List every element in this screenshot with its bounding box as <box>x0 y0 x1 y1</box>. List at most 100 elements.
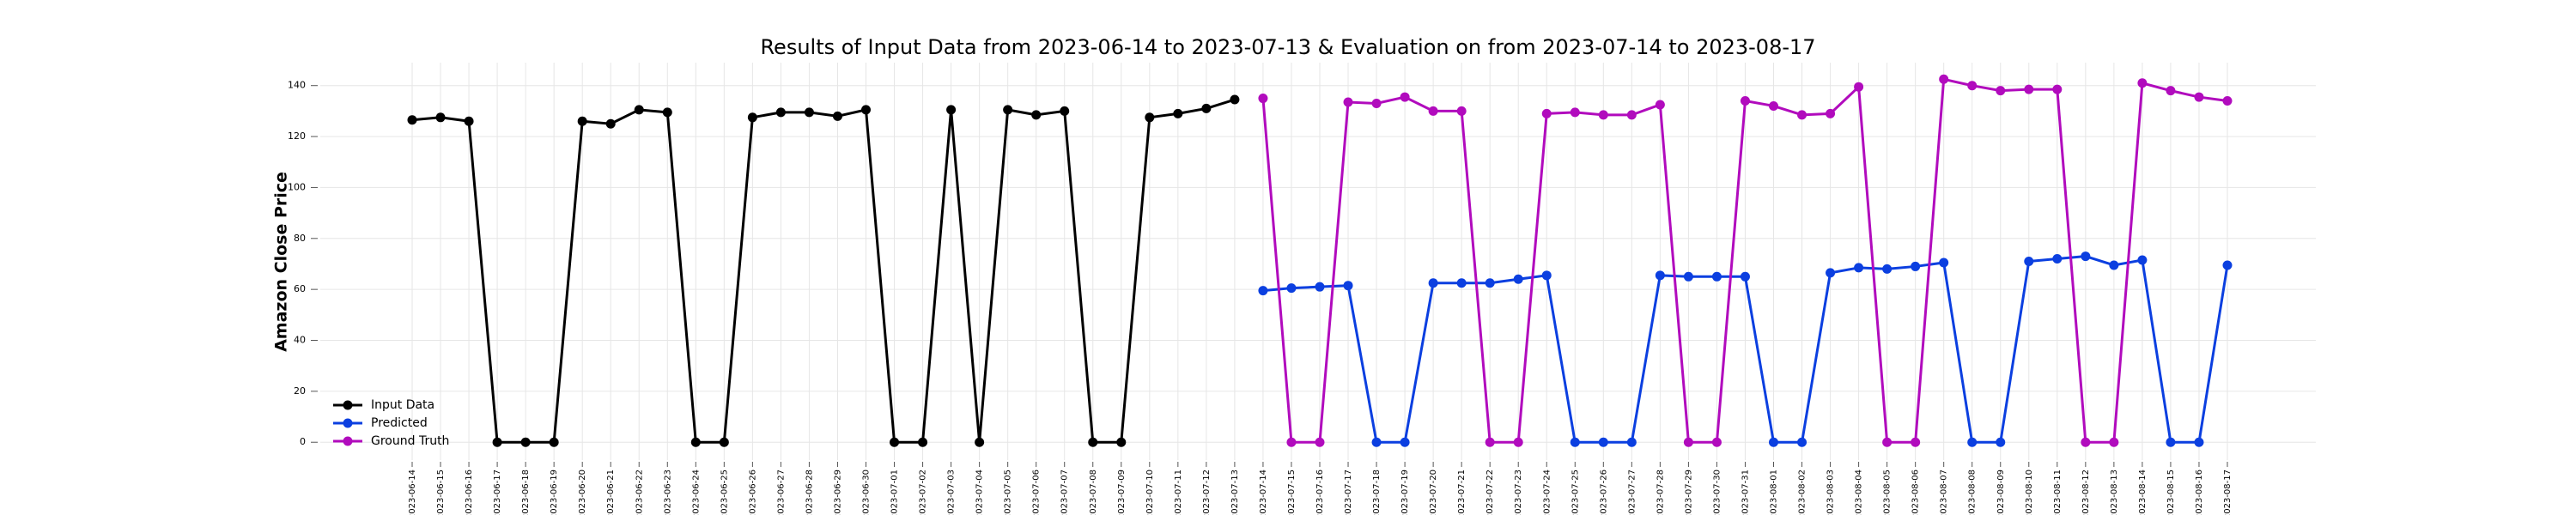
x-tick-label: 2023-07-02 <box>919 470 928 515</box>
data-point <box>975 437 985 447</box>
x-tick-label: 2023-06-14 <box>408 470 417 515</box>
x-tick-label: 2023-07-05 <box>1004 470 1013 515</box>
x-tick-label: 2023-06-25 <box>720 470 729 515</box>
data-point <box>2137 255 2148 265</box>
x-tick-label: 2023-07-12 <box>1202 470 1212 515</box>
data-point <box>1854 82 1864 92</box>
x-tick-label: 2023-06-15 <box>436 470 446 515</box>
data-point <box>1683 271 1693 282</box>
legend-label: Ground Truth <box>371 434 449 448</box>
data-point <box>946 105 957 115</box>
data-point <box>1967 81 1978 91</box>
y-tick-label: 40 <box>294 335 306 346</box>
data-point <box>1740 96 1750 106</box>
x-tick-label: 2023-06-17 <box>493 470 502 515</box>
x-tick-label: 2023-08-02 <box>1798 470 1807 515</box>
data-point <box>1371 437 1382 447</box>
data-point <box>520 437 531 447</box>
data-point <box>1967 437 1978 447</box>
series-line <box>411 98 1236 444</box>
x-tick-label: 2023-08-09 <box>1996 470 2006 515</box>
x-tick-label: 2023-07-29 <box>1684 470 1693 515</box>
data-point <box>1116 437 1127 447</box>
legend-marker <box>343 436 353 446</box>
data-point <box>1655 100 1665 110</box>
data-point <box>2109 437 2119 447</box>
x-tick-label: 2023-08-01 <box>1770 470 1779 515</box>
data-point <box>1882 264 1893 274</box>
data-point <box>2052 84 2063 94</box>
data-point <box>861 105 871 115</box>
data-point <box>832 111 842 121</box>
data-point <box>1711 271 1722 282</box>
x-tick-label: 2023-07-23 <box>1514 470 1523 515</box>
y-tick-label: 80 <box>294 233 306 244</box>
data-point <box>1882 437 1893 447</box>
x-tick-label: 2023-07-31 <box>1741 470 1750 515</box>
x-tick-label: 2023-06-24 <box>691 470 701 515</box>
data-point <box>2052 254 2063 264</box>
x-tick-label: 2023-07-13 <box>1230 470 1240 515</box>
data-point <box>1088 437 1098 447</box>
x-tick-label: 2023-08-06 <box>1911 470 1921 515</box>
data-point <box>1826 268 1836 278</box>
data-point <box>1456 278 1467 288</box>
x-tick-label: 2023-07-22 <box>1485 470 1495 515</box>
y-axis-label: Amazon Close Price <box>272 172 291 352</box>
legend-label: Input Data <box>371 398 434 412</box>
data-point <box>634 105 644 115</box>
data-point <box>1258 94 1268 104</box>
data-point <box>1598 437 1608 447</box>
data-point <box>2109 260 2119 270</box>
x-tick-label: 2023-08-10 <box>2025 470 2034 515</box>
data-point <box>1003 105 1013 115</box>
y-tick-label: 100 <box>288 181 306 192</box>
x-tick-label: 2023-06-26 <box>748 470 757 515</box>
x-tick-label: 2023-07-28 <box>1656 470 1665 515</box>
x-tick-label: 2023-06-20 <box>578 470 587 515</box>
x-tick-label: 2023-07-26 <box>1599 470 1608 515</box>
data-point <box>1541 108 1552 118</box>
data-point <box>1711 437 1722 447</box>
x-tick-label: 2023-08-05 <box>1883 470 1893 515</box>
data-point <box>1258 286 1268 296</box>
x-tick-label: 2023-06-21 <box>606 470 616 515</box>
data-point <box>2081 437 2091 447</box>
x-tick-label: 2023-07-17 <box>1344 470 1353 515</box>
x-tick-label: 2023-08-07 <box>1940 470 1949 515</box>
data-point <box>1797 110 1807 120</box>
x-tick-label: 2023-07-25 <box>1571 470 1580 515</box>
data-point <box>1456 106 1467 116</box>
x-tick-label: 2023-08-17 <box>2223 470 2233 515</box>
x-tick-label: 2023-07-19 <box>1400 470 1410 515</box>
x-tick-label: 2023-08-12 <box>2081 470 2091 515</box>
data-point <box>1598 110 1608 120</box>
data-point <box>1201 103 1212 113</box>
x-tick-label: 2023-06-23 <box>663 470 672 515</box>
data-point <box>1286 283 1297 294</box>
x-tick-label: 2023-06-30 <box>862 470 872 515</box>
data-point <box>2222 260 2233 270</box>
y-tick-label: 20 <box>294 385 306 397</box>
data-point <box>2222 96 2233 106</box>
data-point <box>1315 437 1325 447</box>
data-point <box>1343 281 1353 291</box>
x-tick-label: 2023-06-16 <box>465 470 474 515</box>
data-point <box>1939 74 1949 84</box>
x-tick-label: 2023-07-01 <box>890 470 900 515</box>
x-tick-label: 2023-08-04 <box>1855 470 1864 515</box>
data-point <box>1031 110 1042 120</box>
data-point <box>747 112 757 123</box>
data-point <box>1145 112 1155 123</box>
data-point <box>1060 106 1070 116</box>
data-point <box>2024 257 2034 266</box>
y-tick-label: 120 <box>288 130 306 142</box>
x-tick-label: 2023-06-28 <box>805 470 814 515</box>
y-tick-label: 0 <box>300 436 306 447</box>
data-point <box>1626 437 1637 447</box>
data-point <box>2166 86 2176 96</box>
data-point <box>719 437 729 447</box>
data-point <box>804 107 814 118</box>
x-tick-label: 2023-07-09 <box>1117 470 1127 515</box>
